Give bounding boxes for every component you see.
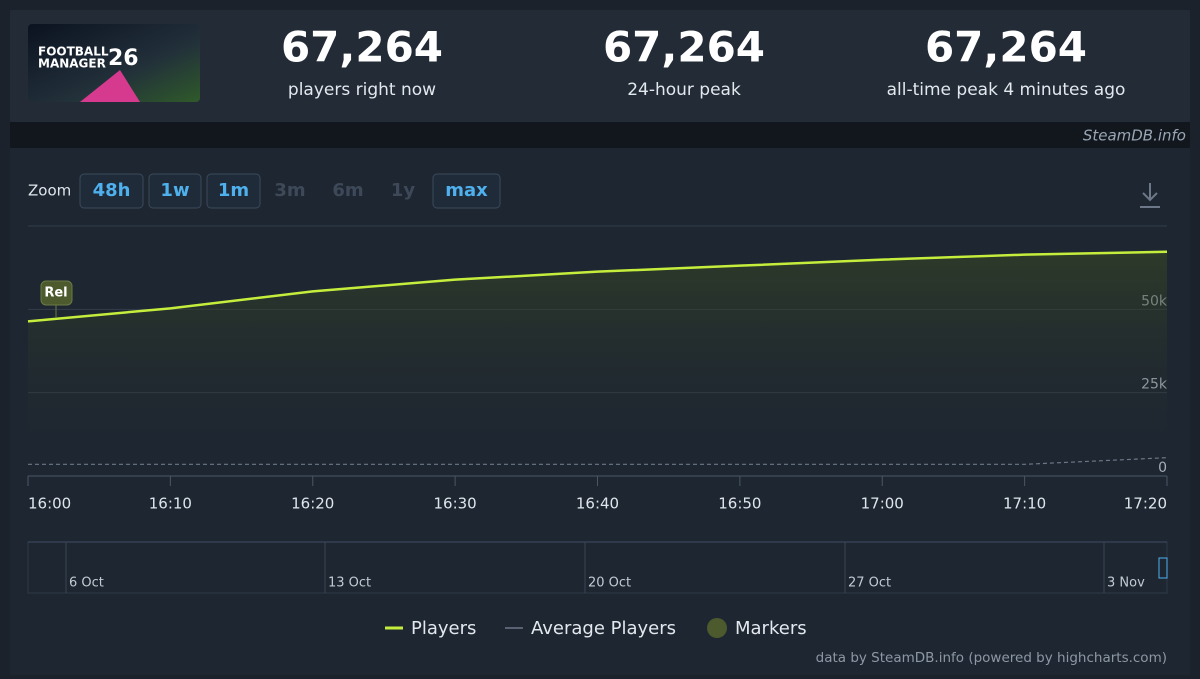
zoom-button[interactable] [148,173,202,209]
legend-swatch[interactable] [707,618,727,638]
navigator-handle[interactable] [1158,557,1168,579]
stat-value: 67,264 [281,23,443,72]
stat-label: players right now [288,80,436,100]
event-marker[interactable] [40,280,73,306]
zoom-button[interactable] [432,173,501,209]
zoom-button[interactable] [206,173,261,209]
stat-value: 67,264 [925,23,1087,72]
legend-label[interactable]: Players [411,618,476,639]
zoom-button-label: 1y [391,180,416,201]
event-marker-label[interactable]: Rel [44,286,67,301]
navigator-label: 27 Oct [848,576,891,591]
game-logo [28,24,200,102]
zoom-button-label[interactable]: max [445,180,488,201]
stat-label: all-time peak 4 minutes ago [887,80,1126,100]
zoom-label: Zoom [28,182,71,200]
logo-accent [80,70,140,102]
x-tick-label: 16:10 [149,495,192,513]
x-tick-label: 16:20 [291,495,334,513]
navigator [27,541,1168,594]
x-tick-label: 17:10 [1003,495,1046,513]
series-line [27,250,1168,323]
navigator-label: 3 Nov [1107,576,1145,591]
zoom-button-label[interactable]: 1m [218,180,249,201]
logo-text: FOOTBALL [38,45,109,59]
x-tick-label: 17:00 [861,495,904,513]
x-tick-label: 16:50 [718,495,761,513]
navigator-label: 13 Oct [328,576,371,591]
navigator-label: 20 Oct [588,576,631,591]
x-tick-label: 17:20 [1124,495,1167,513]
credit: data by SteamDB.info (powered by highcha… [816,650,1167,666]
x-tick-label: 16:00 [28,495,71,513]
source: SteamDB.info [1083,127,1186,145]
zoom-button-label: 6m [332,180,363,201]
x-tick-label: 16:30 [434,495,477,513]
logo-text: MANAGER [38,57,106,71]
navigator-label: 6 Oct [69,576,104,591]
zoom-button-label[interactable]: 1w [160,180,189,201]
series-line [28,457,1168,465]
legend-label[interactable]: Average Players [531,618,676,639]
legend-label[interactable]: Markers [735,618,807,639]
stat-label: 24-hour peak [627,80,741,100]
zoom-button-label: 3m [274,180,305,201]
x-tick-label: 16:40 [576,495,619,513]
zoom-button-label[interactable]: 48h [93,180,131,201]
source-strip [10,122,1190,148]
logo-text: 26 [108,46,139,71]
header-panel [10,10,1190,122]
download-icon[interactable] [1140,183,1160,208]
stat-value: 67,264 [603,23,765,72]
area-fill [28,251,1167,476]
zoom-button[interactable] [79,173,144,209]
